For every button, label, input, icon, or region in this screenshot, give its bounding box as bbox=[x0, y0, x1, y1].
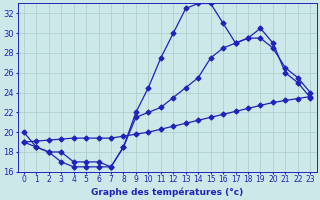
X-axis label: Graphe des températures (°c): Graphe des températures (°c) bbox=[91, 187, 243, 197]
